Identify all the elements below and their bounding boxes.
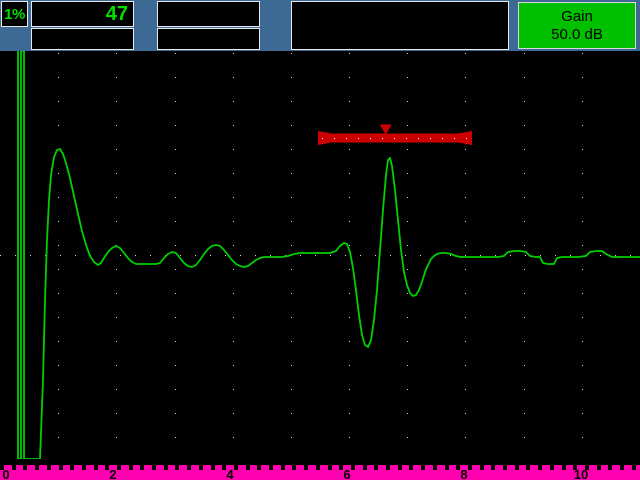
ruler-tick (152, 461, 156, 470)
ruler-tick (23, 461, 27, 470)
status-bar: 1% 47 Gain 50.0 dB (0, 0, 640, 51)
ruler-label: 8 (460, 467, 467, 480)
ruler-tick (503, 461, 507, 470)
ruler-tick (47, 461, 51, 470)
ruler-tick (222, 461, 226, 470)
ruler-tick (433, 461, 437, 470)
ruler-label: 6 (343, 467, 350, 480)
waveform-trace-layer (17, 51, 640, 459)
ruler-scale: 0 2 4 6 8 10 (0, 461, 640, 480)
ruler-tick (480, 461, 484, 470)
plot-grid (0, 53, 640, 457)
ruler-tick (35, 461, 39, 470)
percent-badge[interactable]: 1% (1, 1, 28, 27)
ruler-tick (175, 461, 179, 470)
ruler-tick (409, 461, 413, 470)
ruler-tick (491, 461, 495, 470)
gate-peak-marker-icon (379, 124, 392, 135)
ruler-tick (351, 461, 355, 470)
ruler-tick (257, 461, 261, 470)
ruler-tick (0, 461, 4, 470)
ruler-tick (363, 461, 367, 470)
ruler-tick (328, 461, 332, 470)
ruler-tick (94, 461, 98, 470)
ruler-tick (562, 461, 566, 470)
ruler-label: 2 (109, 467, 116, 480)
ruler-tick (140, 461, 144, 470)
ruler-tick (456, 461, 460, 470)
ruler-tick (199, 461, 203, 470)
readout-field-a-secondary[interactable] (31, 28, 134, 50)
ascan-plot-area[interactable] (0, 51, 640, 459)
ruler-tick (421, 461, 425, 470)
ruler-tick (281, 461, 285, 470)
gain-control[interactable]: Gain 50.0 dB (518, 2, 636, 49)
ruler-tick (620, 461, 624, 470)
ruler-tick (12, 461, 16, 470)
ruler-tick (187, 461, 191, 470)
ruler-tick (632, 461, 636, 470)
gate-marker-layer[interactable] (0, 51, 640, 459)
readout-field-a-value-text: 47 (105, 2, 128, 25)
readout-field-c[interactable] (291, 1, 509, 50)
ruler-tick (316, 461, 320, 470)
ruler-tick (608, 461, 612, 470)
readout-field-b-secondary[interactable] (157, 28, 260, 50)
ruler-tick (105, 461, 109, 470)
ruler-tick (246, 461, 250, 470)
percent-badge-label: 1% (4, 5, 25, 23)
ruler-tick (304, 461, 308, 470)
ruler-tick (374, 461, 378, 470)
readout-field-a-value[interactable]: 47 (31, 1, 134, 27)
ruler-tick (538, 461, 542, 470)
ruler-tick (82, 461, 86, 470)
gain-label: Gain (561, 8, 593, 26)
ruler-tick (526, 461, 530, 470)
ruler-tick (269, 461, 273, 470)
ruler-tick (398, 461, 402, 470)
ruler-tick (585, 461, 589, 470)
ruler-tick (129, 461, 133, 470)
ruler-label: 4 (226, 467, 234, 480)
ruler-tick (234, 461, 238, 470)
ruler-label: 10 (574, 467, 588, 480)
ruler-tick (573, 461, 577, 470)
waveform-trace (17, 51, 640, 459)
ruler-tick (386, 461, 390, 470)
ruler-tick (292, 461, 296, 470)
distance-ruler[interactable]: 0 2 4 6 8 10 (0, 459, 640, 480)
ruler-tick (59, 461, 63, 470)
ruler-tick (164, 461, 168, 470)
ruler-tick (597, 461, 601, 470)
ruler-tick (211, 461, 215, 470)
ruler-tick (339, 461, 343, 470)
ruler-tick (117, 461, 121, 470)
ruler-tick (515, 461, 519, 470)
ruler-tick (445, 461, 449, 470)
gain-value: 50.0 dB (551, 25, 603, 43)
ruler-tick (70, 461, 74, 470)
ruler-tick (550, 461, 554, 470)
readout-field-b-value[interactable] (157, 1, 260, 27)
ruler-label: 0 (2, 467, 9, 480)
ruler-tick (468, 461, 472, 470)
